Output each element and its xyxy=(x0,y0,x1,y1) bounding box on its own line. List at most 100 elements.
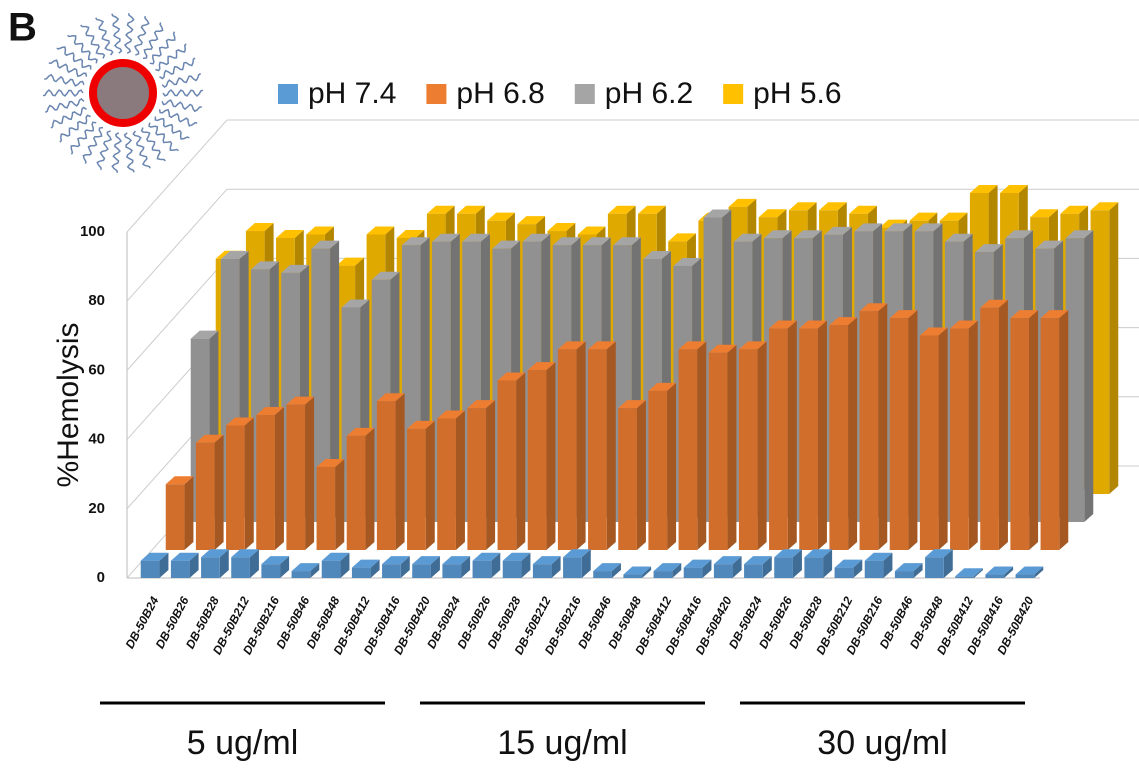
bar-top xyxy=(623,566,652,575)
bar-side xyxy=(219,549,229,578)
bar-top xyxy=(788,202,817,211)
y-axis-label: %Hemolysis xyxy=(52,322,85,487)
group-label: 15 ug/ml xyxy=(497,724,627,762)
bar-side xyxy=(1004,566,1014,578)
bar-side xyxy=(1084,230,1094,522)
bar-side xyxy=(461,556,471,578)
bar-side xyxy=(425,420,435,550)
bar xyxy=(1090,210,1110,494)
bar xyxy=(744,564,763,578)
bar-side xyxy=(697,341,707,550)
bar-top xyxy=(914,223,943,232)
bar-top xyxy=(884,223,913,232)
bar xyxy=(829,325,849,550)
bar-side xyxy=(516,372,526,550)
ligand-chain xyxy=(111,13,123,54)
bar xyxy=(618,408,637,550)
bar-top xyxy=(1060,205,1089,214)
ligand-chain xyxy=(132,130,151,169)
bar-top xyxy=(426,205,455,214)
bar xyxy=(738,349,758,550)
bar xyxy=(713,564,733,578)
bar-top xyxy=(588,341,616,350)
bar-top xyxy=(678,341,707,350)
bar-side xyxy=(249,549,259,578)
bar-top xyxy=(763,230,792,239)
ligand-chain xyxy=(162,88,204,98)
bar xyxy=(442,564,462,578)
bar-side xyxy=(792,549,802,578)
ligand-chain xyxy=(70,121,97,155)
bar-top xyxy=(955,568,983,577)
bar-side xyxy=(702,559,712,578)
bar-side xyxy=(330,240,340,522)
bar-top xyxy=(462,233,490,242)
bar-top xyxy=(547,223,576,232)
bar-top xyxy=(376,393,405,402)
bar-top xyxy=(774,549,802,558)
bar xyxy=(925,557,944,578)
bar-top xyxy=(201,549,229,558)
bar-side xyxy=(280,556,290,578)
ligand-chain xyxy=(44,73,85,87)
bar-top xyxy=(1010,310,1039,319)
bar-top xyxy=(467,400,496,409)
bar-top xyxy=(894,563,923,572)
bar-top xyxy=(492,240,521,249)
bar-top xyxy=(889,310,918,319)
bar-top xyxy=(286,396,315,405)
bar-top xyxy=(643,251,671,260)
legend-label: pH 7.4 xyxy=(308,77,396,110)
ligand-chain xyxy=(155,43,187,72)
bar-top xyxy=(487,212,515,221)
bar-side xyxy=(365,427,375,550)
bar-side xyxy=(787,320,797,550)
bar-top xyxy=(673,257,702,266)
bar xyxy=(1015,574,1035,578)
bar xyxy=(950,328,969,550)
bar-top xyxy=(864,552,893,561)
bar xyxy=(1040,318,1060,550)
bar-top xyxy=(382,556,410,565)
bar-top xyxy=(140,552,169,561)
ligand-chain xyxy=(111,132,123,173)
bar-side xyxy=(159,552,169,578)
bar xyxy=(382,564,401,578)
bar-side xyxy=(244,417,254,550)
bar-side xyxy=(853,559,863,578)
bar-top xyxy=(1000,184,1028,193)
nanoparticle-icon xyxy=(42,13,204,173)
bar-side xyxy=(1029,310,1039,550)
bar-side xyxy=(1109,202,1119,494)
bar-top xyxy=(291,563,320,572)
bar-side xyxy=(817,320,827,550)
ligand-chain xyxy=(158,108,198,127)
bar-top xyxy=(407,420,435,429)
bar xyxy=(195,442,215,550)
bar xyxy=(683,567,703,578)
ligand-chain xyxy=(95,17,114,56)
bar-top xyxy=(1005,230,1033,239)
bar-top xyxy=(401,237,430,246)
bar-side xyxy=(998,299,1008,550)
bar-top xyxy=(1040,310,1069,319)
legend-label: pH 6.8 xyxy=(456,77,544,110)
bar xyxy=(804,557,824,578)
ligand-chain xyxy=(142,22,164,60)
bar-top xyxy=(834,559,863,568)
bar-top xyxy=(502,552,531,561)
bar xyxy=(165,484,185,550)
grid-line xyxy=(126,119,228,233)
bar-side xyxy=(943,549,953,578)
ligand-chain xyxy=(154,116,190,140)
legend-label: pH 5.6 xyxy=(753,77,841,110)
bar-top xyxy=(231,549,259,558)
bar xyxy=(497,380,517,550)
bar-top xyxy=(804,549,833,558)
bar-side xyxy=(968,320,978,550)
bar-top xyxy=(1065,230,1094,239)
bar-top xyxy=(648,382,677,391)
bar-top xyxy=(980,299,1008,308)
bar-side xyxy=(667,382,677,550)
